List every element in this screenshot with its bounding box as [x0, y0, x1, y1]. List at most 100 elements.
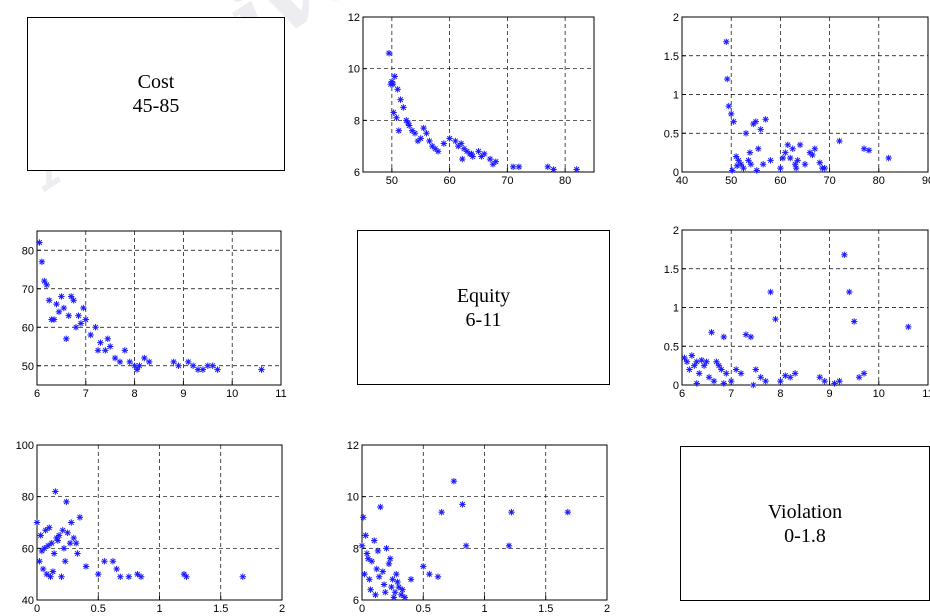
data-point: [404, 119, 412, 127]
data-point: [385, 560, 393, 568]
data-point: [214, 366, 221, 373]
x-tick-label: 1: [481, 603, 487, 615]
data-point: [759, 161, 767, 168]
data-point: [398, 591, 405, 599]
data-point: [189, 362, 197, 369]
data-point: [426, 570, 433, 578]
data-point: [728, 167, 736, 174]
data-point: [489, 161, 497, 168]
data-point: [747, 333, 755, 341]
data-point: [703, 358, 710, 365]
data-point: [794, 157, 801, 164]
data-point: [725, 102, 732, 110]
data-point: [126, 358, 133, 366]
data-point: [400, 104, 407, 111]
x-tick-label: 2: [604, 603, 610, 615]
data-point: [399, 586, 406, 593]
data-point: [468, 150, 475, 158]
data-point: [728, 110, 735, 118]
data-point: [113, 565, 120, 573]
data-point: [388, 583, 395, 591]
data-point: [515, 163, 523, 171]
x-tick-label: 10: [873, 388, 885, 400]
data-point: [767, 157, 774, 164]
x-tick-label: 0: [359, 603, 365, 615]
data-point: [816, 159, 823, 166]
data-point: [125, 573, 133, 580]
data-point: [137, 573, 145, 580]
data-point: [258, 366, 265, 373]
data-point: [753, 167, 760, 174]
data-point: [72, 324, 80, 331]
x-tick-label: 50: [386, 175, 398, 187]
data-point: [752, 118, 759, 125]
data-point: [681, 354, 688, 362]
data-point: [846, 288, 853, 296]
data-point: [757, 126, 764, 133]
data-point: [48, 539, 55, 547]
data-point: [426, 137, 433, 145]
x-tick-label: 8: [777, 388, 783, 400]
data-point: [698, 357, 705, 364]
data-point: [175, 362, 182, 369]
data-point: [116, 358, 124, 366]
data-point: [691, 362, 698, 369]
data-point: [395, 127, 403, 134]
data-point: [393, 570, 400, 578]
data-point: [372, 591, 379, 599]
data-point: [860, 145, 868, 152]
data-point: [440, 140, 448, 147]
y-tick-label: 0.5: [664, 341, 679, 353]
x-tick-label: 11: [275, 388, 286, 400]
y-tick-label: 50: [22, 361, 34, 373]
data-point: [43, 570, 50, 578]
y-tick-label: 8: [353, 543, 359, 555]
data-point: [809, 151, 816, 159]
data-point: [777, 164, 784, 172]
data-point: [36, 239, 43, 246]
data-point: [70, 297, 77, 304]
data-point: [75, 312, 82, 319]
data-point: [37, 532, 44, 539]
y-tick-label: 0: [673, 380, 679, 392]
y-tick-label: 2: [673, 12, 679, 24]
data-point: [390, 594, 398, 601]
data-point: [762, 377, 769, 385]
equity-label-range: 6-11: [465, 308, 502, 331]
data-point: [386, 555, 394, 562]
data-point: [61, 558, 69, 565]
x-tick-label: 1.5: [538, 603, 553, 615]
data-point: [43, 281, 50, 289]
data-point: [42, 527, 49, 534]
data-point: [860, 370, 868, 377]
y-tick-label: 60: [22, 322, 34, 334]
data-point: [70, 534, 77, 542]
data-point: [385, 49, 393, 57]
data-point: [831, 380, 838, 387]
data-point: [53, 534, 60, 542]
y-tick-label: 60: [22, 543, 34, 555]
data-point: [693, 380, 700, 387]
data-point: [67, 293, 75, 300]
x-tick-label: 9: [180, 388, 186, 400]
data-point: [564, 508, 571, 516]
data-point: [53, 300, 60, 308]
data-point: [446, 135, 453, 142]
data-point: [59, 527, 66, 534]
x-tick-label: 0: [34, 603, 40, 615]
data-point: [420, 124, 427, 132]
data-point: [742, 331, 750, 338]
data-point: [82, 563, 90, 570]
data-point: [905, 323, 912, 331]
data-point: [752, 366, 759, 373]
data-point: [792, 164, 800, 172]
data-point: [38, 547, 46, 555]
data-point: [755, 145, 762, 152]
data-point: [49, 568, 57, 575]
data-point: [782, 149, 789, 156]
data-point: [375, 573, 383, 580]
data-point: [395, 583, 402, 591]
data-point: [117, 573, 124, 580]
data-point: [38, 258, 46, 265]
